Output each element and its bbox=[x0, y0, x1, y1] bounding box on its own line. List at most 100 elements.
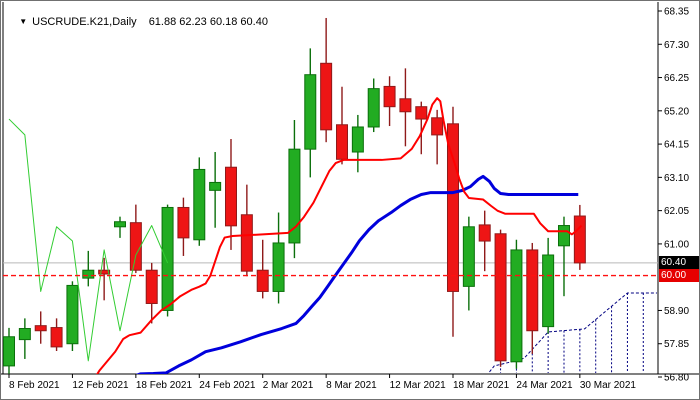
symbol-period-label: USCRUDE.K21,Daily bbox=[32, 16, 137, 28]
candle-body bbox=[573, 215, 586, 264]
chart-title: ▼ USCRUDE.K21,Daily 61.88 62.23 60.18 60.4… bbox=[7, 4, 268, 40]
price-tick-label: 64.15 bbox=[664, 140, 689, 151]
candle-body bbox=[510, 249, 523, 363]
candle bbox=[129, 204, 142, 274]
candle-body bbox=[367, 88, 380, 128]
candle bbox=[557, 216, 570, 297]
candle-body bbox=[351, 126, 364, 153]
candle-body bbox=[462, 226, 475, 287]
horizontal-line-price-badge: 60.00 bbox=[659, 269, 699, 282]
price-tick-label: 66.25 bbox=[664, 73, 689, 84]
candle-body bbox=[494, 233, 507, 362]
candle-body bbox=[478, 224, 491, 242]
candle-body bbox=[431, 117, 444, 136]
candle bbox=[526, 242, 539, 354]
candle bbox=[320, 17, 333, 143]
candle-body bbox=[557, 225, 570, 247]
candle-body bbox=[34, 325, 47, 332]
candle bbox=[34, 311, 47, 344]
candle bbox=[161, 204, 174, 317]
senkou-span-b-line bbox=[489, 292, 657, 373]
candle-body bbox=[82, 269, 95, 279]
date-tick-label: 18 Mar 2021 bbox=[453, 380, 510, 391]
candle bbox=[209, 152, 222, 228]
date-tick-label: 24 Mar 2021 bbox=[516, 380, 573, 391]
candle-body bbox=[209, 181, 222, 191]
candle bbox=[113, 216, 126, 238]
date-tick-label: 8 Mar 2021 bbox=[326, 380, 377, 391]
candle-body bbox=[272, 242, 285, 292]
candle bbox=[542, 237, 555, 334]
candle bbox=[383, 76, 396, 127]
date-tick-label: 30 Mar 2021 bbox=[580, 380, 637, 391]
candle bbox=[494, 229, 507, 367]
candle-body bbox=[18, 328, 31, 341]
price-tick-label: 62.05 bbox=[664, 206, 689, 217]
symbol-dropdown-icon[interactable]: ▼ bbox=[19, 17, 28, 26]
price-tick-label: 67.30 bbox=[664, 40, 689, 51]
candle bbox=[98, 257, 111, 301]
candle-body bbox=[66, 284, 79, 345]
date-tick-label: 12 Mar 2021 bbox=[390, 380, 447, 391]
price-tick-label: 57.85 bbox=[664, 339, 689, 350]
candle bbox=[304, 48, 317, 178]
tenkan-sen-line bbox=[96, 97, 583, 374]
candle-body bbox=[320, 62, 333, 131]
candle bbox=[446, 106, 459, 337]
candle-body bbox=[3, 336, 15, 367]
candle-body bbox=[526, 249, 539, 332]
candle bbox=[335, 86, 348, 165]
candle bbox=[462, 216, 475, 311]
date-tick-label: 18 Feb 2021 bbox=[136, 380, 193, 391]
ohlc-readout: 61.88 62.23 60.18 60.40 bbox=[148, 16, 268, 28]
date-tick-label: 24 Feb 2021 bbox=[199, 380, 256, 391]
candle-body bbox=[399, 98, 412, 113]
candle bbox=[510, 239, 523, 369]
price-tick-label: 68.35 bbox=[664, 7, 689, 18]
candle-body bbox=[240, 214, 253, 272]
candle-body bbox=[415, 106, 428, 120]
price-tick-label: 65.20 bbox=[664, 106, 689, 117]
candle bbox=[288, 120, 301, 259]
candle bbox=[18, 318, 31, 359]
candle bbox=[224, 139, 237, 250]
date-tick-label: 12 Feb 2021 bbox=[72, 380, 129, 391]
candle bbox=[272, 212, 285, 304]
candle-body bbox=[542, 254, 555, 328]
candle bbox=[145, 262, 158, 324]
price-tick-label: 56.80 bbox=[664, 373, 689, 384]
candle-body bbox=[161, 206, 174, 311]
candle bbox=[177, 197, 190, 256]
candle-body bbox=[129, 222, 142, 271]
candle bbox=[431, 109, 444, 165]
candle-body bbox=[335, 124, 348, 160]
candle bbox=[66, 281, 79, 352]
candle-body bbox=[256, 269, 269, 292]
price-tick-label: 63.10 bbox=[664, 173, 689, 184]
date-tick-label: 8 Feb 2021 bbox=[9, 380, 60, 391]
chikou-span-line bbox=[8, 118, 169, 362]
price-tick-label: 61.00 bbox=[664, 239, 689, 250]
candle bbox=[256, 239, 269, 299]
candle-body bbox=[50, 327, 63, 348]
candle bbox=[415, 101, 428, 155]
candle bbox=[3, 327, 15, 374]
candle-body bbox=[177, 206, 190, 239]
price-tick-label: 58.90 bbox=[664, 306, 689, 317]
candle bbox=[351, 114, 364, 173]
candle bbox=[50, 318, 63, 352]
candle bbox=[193, 157, 206, 246]
candle-body bbox=[193, 168, 206, 241]
candle bbox=[478, 210, 491, 272]
candle bbox=[82, 250, 95, 287]
candle-body bbox=[98, 269, 111, 275]
candle-body bbox=[145, 269, 158, 304]
last-price-badge: 60.40 bbox=[659, 256, 699, 269]
candle-body bbox=[288, 148, 301, 244]
candle-body bbox=[113, 221, 126, 228]
candle-body bbox=[446, 123, 459, 292]
date-tick-label: 2 Mar 2021 bbox=[263, 380, 314, 391]
candle bbox=[240, 184, 253, 277]
